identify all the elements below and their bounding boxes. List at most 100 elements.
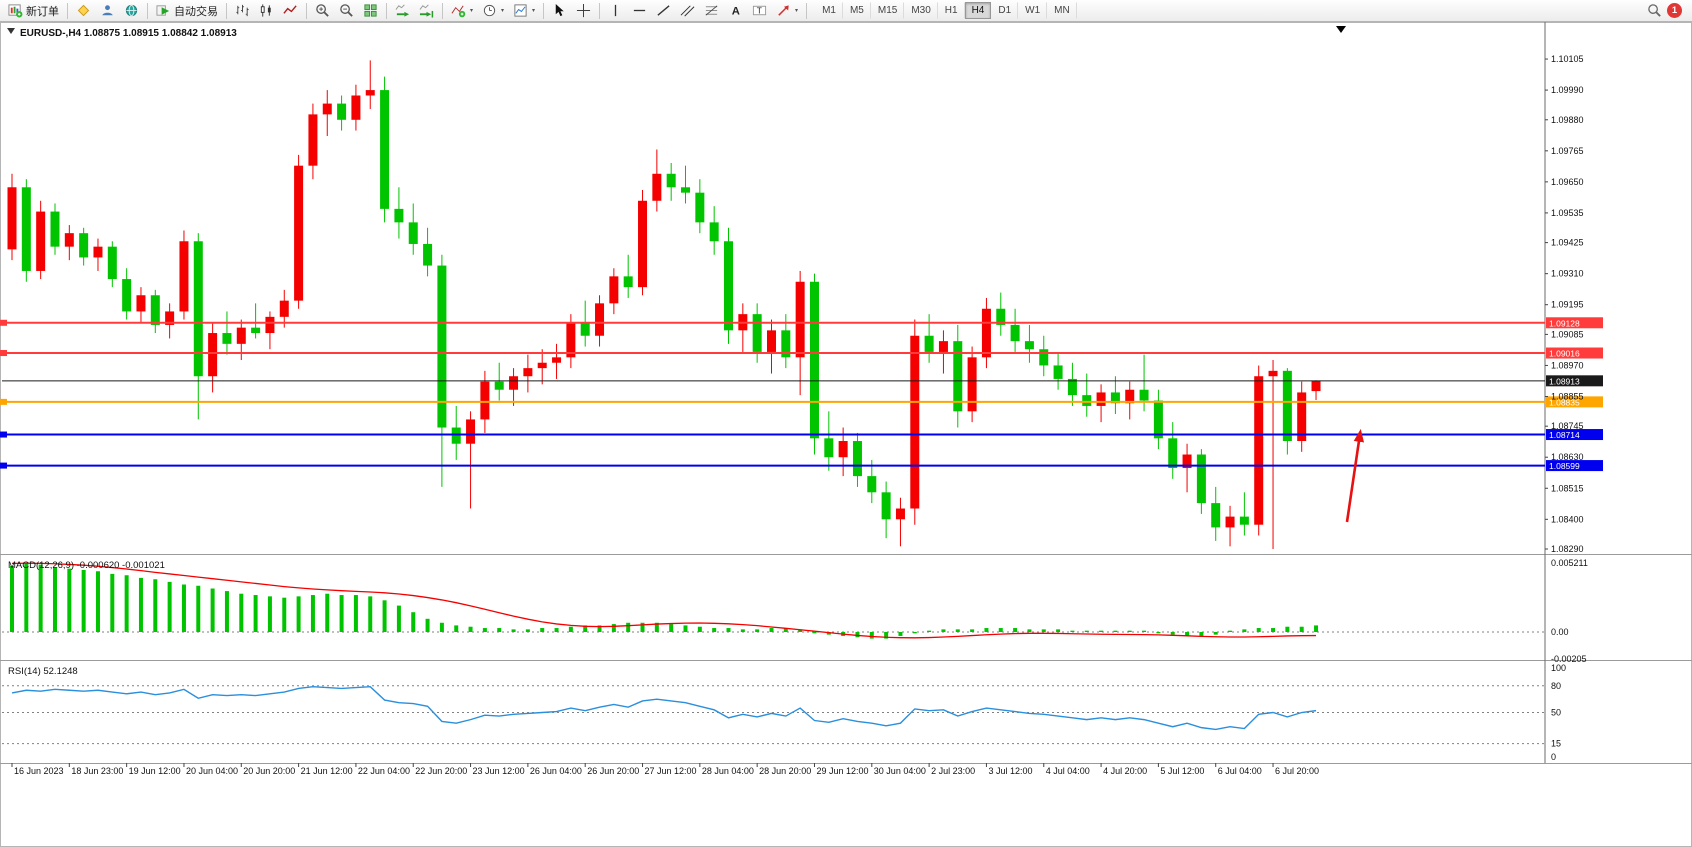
trend-annotation-arrow[interactable] <box>1345 428 1365 523</box>
timeframe-button-M15[interactable]: M15 <box>871 2 905 19</box>
candle-body[interactable] <box>595 303 605 336</box>
candle-body[interactable] <box>179 241 189 312</box>
line-handle[interactable] <box>0 350 7 357</box>
candle-body[interactable] <box>380 90 390 209</box>
zoom-out-button[interactable] <box>335 0 358 21</box>
candlestick-chart-button[interactable] <box>255 0 278 21</box>
bar-chart-button[interactable] <box>231 0 254 21</box>
metaeditor-button[interactable] <box>72 0 95 21</box>
candle-body[interactable] <box>1096 392 1106 406</box>
candle-body[interactable] <box>580 322 590 336</box>
candle-body[interactable] <box>236 327 246 344</box>
candle-body[interactable] <box>867 476 877 493</box>
shapes-button[interactable]: ▾ <box>772 0 802 21</box>
timeframe-button-M1[interactable]: M1 <box>815 2 843 19</box>
channel-button[interactable] <box>676 0 699 21</box>
line-handle[interactable] <box>0 319 7 326</box>
candle-body[interactable] <box>265 316 275 334</box>
candle-body[interactable] <box>1311 380 1321 392</box>
zoom-in-button[interactable] <box>311 0 334 21</box>
trendline-button[interactable] <box>652 0 675 21</box>
candle-body[interactable] <box>1125 389 1135 404</box>
community-button[interactable] <box>120 0 143 21</box>
line-handle[interactable] <box>0 462 7 469</box>
candle-body[interactable] <box>509 376 519 390</box>
candle-body[interactable] <box>322 103 332 115</box>
candle-body[interactable] <box>1024 341 1034 350</box>
candle-body[interactable] <box>208 333 218 377</box>
timeframe-button-H4[interactable]: H4 <box>964 2 992 19</box>
candle-body[interactable] <box>36 211 46 271</box>
candle-body[interactable] <box>365 90 375 96</box>
candle-body[interactable] <box>150 295 160 325</box>
chart-shift-button[interactable] <box>415 0 438 21</box>
candle-body[interactable] <box>308 114 318 166</box>
search-button[interactable] <box>1643 0 1666 21</box>
candle-body[interactable] <box>122 279 132 312</box>
candle-body[interactable] <box>681 187 691 193</box>
candle-body[interactable] <box>423 243 433 266</box>
candle-body[interactable] <box>136 295 146 312</box>
candle-body[interactable] <box>1239 516 1249 525</box>
candle-body[interactable] <box>1110 392 1120 404</box>
candle-body[interactable] <box>652 173 662 201</box>
candle-body[interactable] <box>193 241 203 377</box>
candle-body[interactable] <box>1139 389 1149 401</box>
text-button[interactable]: A <box>724 0 747 21</box>
candle-body[interactable] <box>795 281 805 358</box>
profiles-button[interactable] <box>96 0 119 21</box>
notification-badge[interactable]: 1 <box>1667 3 1682 18</box>
candle-body[interactable] <box>21 187 31 271</box>
timeframe-button-MN[interactable]: MN <box>1047 2 1077 19</box>
candle-body[interactable] <box>1153 400 1163 439</box>
candle-body[interactable] <box>107 246 117 280</box>
candle-body[interactable] <box>910 335 920 509</box>
candle-body[interactable] <box>623 276 633 288</box>
candle-body[interactable] <box>838 441 848 458</box>
candle-body[interactable] <box>724 241 733 331</box>
tile-windows-button[interactable] <box>359 0 382 21</box>
fibonacci-button[interactable] <box>700 0 723 21</box>
candle-body[interactable] <box>537 362 547 369</box>
candle-body[interactable] <box>251 327 261 334</box>
one-click-trading-arrow[interactable] <box>7 28 15 34</box>
candle-body[interactable] <box>766 330 776 352</box>
candle-body[interactable] <box>709 222 719 242</box>
candle-body[interactable] <box>1182 454 1192 469</box>
candle-body[interactable] <box>64 233 74 247</box>
line-chart-button[interactable] <box>279 0 302 21</box>
candle-body[interactable] <box>1010 324 1020 342</box>
vertical-line-button[interactable] <box>604 0 627 21</box>
candle-body[interactable] <box>666 173 676 188</box>
candle-body[interactable] <box>824 438 834 458</box>
candle-body[interactable] <box>523 368 533 377</box>
timeframe-button-D1[interactable]: D1 <box>991 2 1019 19</box>
indicators-button[interactable]: ▾ <box>447 0 477 21</box>
candle-body[interactable] <box>494 381 504 390</box>
candle-body[interactable] <box>222 333 232 344</box>
candle-body[interactable] <box>437 265 447 428</box>
candle-body[interactable] <box>852 441 862 477</box>
new-order-button[interactable]: 新订单 <box>4 0 63 21</box>
candle-body[interactable] <box>1297 392 1307 442</box>
candle-body[interactable] <box>981 308 991 358</box>
candle-body[interactable] <box>552 357 562 363</box>
candle-body[interactable] <box>695 192 705 223</box>
line-handle[interactable] <box>0 398 7 405</box>
horizontal-line-button[interactable] <box>628 0 651 21</box>
candle-body[interactable] <box>1196 454 1206 504</box>
candle-body[interactable] <box>1067 378 1077 396</box>
timeframe-button-M30[interactable]: M30 <box>904 2 938 19</box>
cursor-button[interactable] <box>548 0 571 21</box>
candle-body[interactable] <box>1254 376 1264 525</box>
candle-body[interactable] <box>781 330 791 358</box>
candle-body[interactable] <box>1039 349 1049 366</box>
candle-body[interactable] <box>50 211 60 247</box>
auto-scroll-button[interactable] <box>391 0 414 21</box>
candle-body[interactable] <box>809 281 819 439</box>
candle-body[interactable] <box>451 427 461 444</box>
candle-body[interactable] <box>953 341 963 412</box>
candle-body[interactable] <box>1053 365 1063 379</box>
candle-body[interactable] <box>337 103 347 120</box>
candle-body[interactable] <box>408 222 418 244</box>
